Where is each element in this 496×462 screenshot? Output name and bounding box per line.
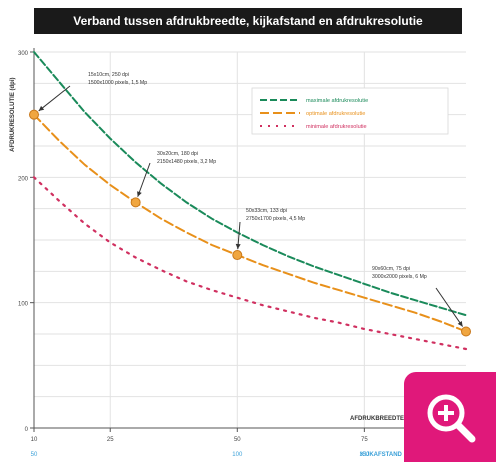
- annotation-arrow: [38, 85, 71, 112]
- annotation-text: 15x10cm, 250 dpi: [88, 72, 129, 78]
- x-tick-label: 10: [31, 437, 38, 443]
- legend-label: minimale afdrukresolutie: [306, 124, 367, 130]
- annotation-text: 2750x1700 pixels, 4,5 Mp: [246, 216, 305, 222]
- annotation-text: 3000x2000 pixels, 6 Mp: [372, 274, 427, 280]
- y-tick-label: 0: [25, 427, 29, 433]
- annotation-arrowhead: [457, 321, 463, 327]
- series-line-2: [33, 113, 467, 333]
- y-tick-label: 200: [18, 176, 29, 182]
- annotation-text: 30x20cm, 180 dpi: [157, 151, 198, 157]
- x-tick-label: 25: [107, 437, 114, 443]
- legend-label: optimale afdrukresolutie: [306, 111, 365, 117]
- zoom-button[interactable]: [404, 372, 496, 462]
- series-line-3: [32, 176, 468, 351]
- highlight-point: [232, 250, 243, 261]
- highlight-point: [461, 326, 471, 337]
- y-tick-label: 300: [18, 51, 29, 57]
- highlight-point: [29, 109, 39, 120]
- x-tick-sublabel: 50: [31, 452, 38, 458]
- series-line-1: [33, 51, 467, 317]
- annotation-arrowhead: [235, 243, 241, 250]
- annotation-arrowhead: [137, 191, 142, 197]
- x-tick-label: 50: [234, 437, 241, 443]
- x-tick-sublabel: 150: [359, 452, 370, 458]
- chart-title: Verband tussen afdrukbreedte, kijkafstan…: [34, 8, 462, 34]
- x-tick-label: 75: [361, 437, 368, 443]
- annotation-text: 2150x1480 pixels, 3,2 Mp: [157, 159, 216, 165]
- y-tick-label: 100: [18, 302, 29, 308]
- annotation-arrow: [435, 287, 464, 327]
- annotation-text: 50x33cm, 133 dpi: [246, 208, 287, 214]
- annotation-arrow: [137, 162, 151, 197]
- x-axis-label-2: KIJKAFSTAND: [360, 452, 403, 458]
- zoom-in-icon: [427, 394, 476, 443]
- x-tick-sublabel: 100: [232, 452, 243, 458]
- x-axis-label: AFDRUKBREEDTE: [350, 416, 404, 422]
- annotation-text: 90x60cm, 75 dpi: [372, 266, 410, 272]
- y-axis-label: AFDRUKRESOLUTIE (dpi): [10, 78, 16, 152]
- annotation-arrowhead: [38, 105, 45, 111]
- annotation-text: 1500x1000 pixels, 1,5 Mp: [88, 80, 147, 86]
- highlight-point: [130, 197, 141, 208]
- legend-label: maximale afdrukresolutie: [306, 98, 368, 104]
